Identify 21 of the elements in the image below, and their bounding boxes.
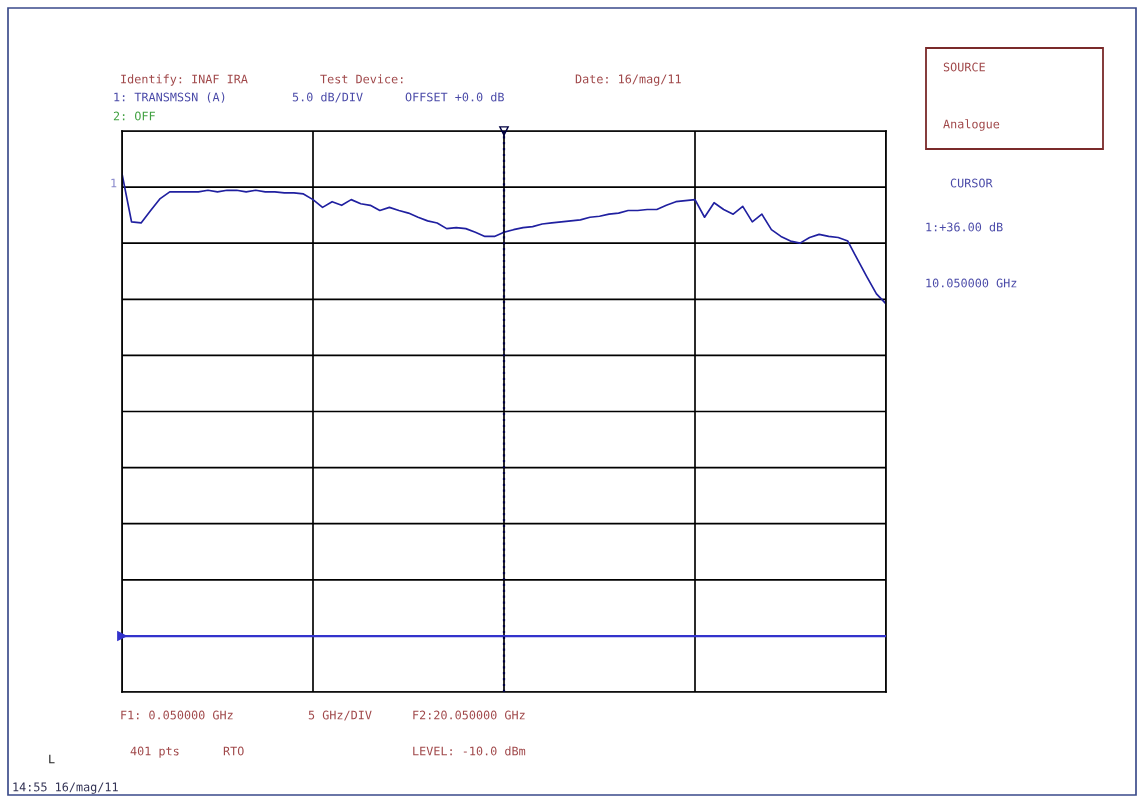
text: 5.0 dB/DIV — [292, 92, 363, 103]
text: LEVEL: -10.0 dBm — [413, 746, 526, 756]
text: L — [49, 754, 55, 764]
text: 401 pts — [130, 746, 179, 758]
text: OFFSET +0.0 dB — [405, 92, 504, 102]
text: Test Device: — [320, 74, 403, 84]
text: 1 — [111, 178, 117, 188]
text: RTO — [223, 746, 244, 756]
text: 10.050000 GHz — [926, 278, 1017, 288]
text: 2: OFF — [113, 111, 155, 121]
text: 1:+36.00 dB — [926, 222, 1003, 232]
text: CURSOR — [950, 178, 993, 188]
text: 1: TRANSMSSN (A) — [114, 92, 225, 103]
text: Date: 16/mag/11 — [575, 74, 681, 86]
text: 5 GHz/DIV — [308, 710, 372, 721]
text: SOURCE — [943, 62, 985, 72]
text: F1: 0.050000 GHz — [121, 710, 233, 720]
text: Identify: INAF IRA — [121, 74, 248, 86]
text: F2:20.050000 GHz — [413, 710, 525, 720]
text: 14:55 16/mag/11 — [13, 782, 118, 794]
text: Analogue — [943, 119, 1000, 131]
